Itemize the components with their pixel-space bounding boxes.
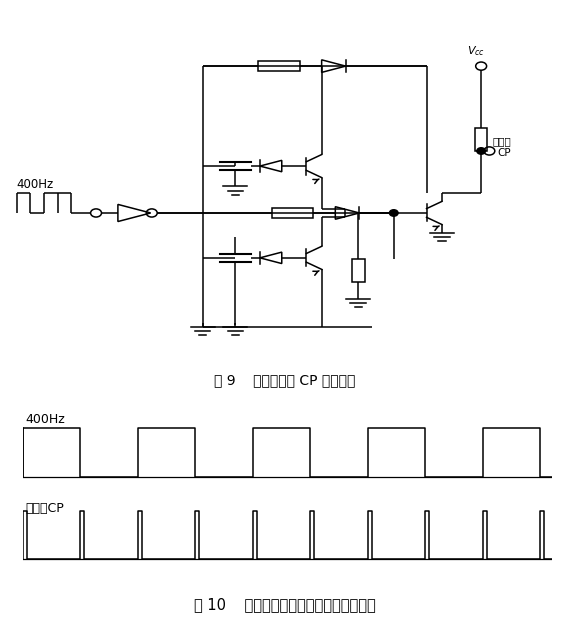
Bar xyxy=(272,208,314,218)
Text: 400Hz: 400Hz xyxy=(17,178,54,191)
Text: 图 10    控制脚信号和低频逆变信号时序图: 图 10 控制脚信号和低频逆变信号时序图 xyxy=(193,597,376,612)
Circle shape xyxy=(389,210,398,216)
Circle shape xyxy=(477,147,485,154)
Text: 图 9    控制脚信号 CP 产生电路: 图 9 控制脚信号 CP 产生电路 xyxy=(214,373,355,387)
Text: CP: CP xyxy=(497,148,511,158)
Text: $V_{cc}$: $V_{cc}$ xyxy=(467,44,485,58)
Bar xyxy=(352,259,365,282)
Bar xyxy=(475,128,488,151)
Text: 控制脚: 控制脚 xyxy=(492,135,511,146)
Text: 400Hz: 400Hz xyxy=(26,413,65,426)
Text: 控制脚CP: 控制脚CP xyxy=(26,502,64,515)
Bar xyxy=(258,61,300,71)
